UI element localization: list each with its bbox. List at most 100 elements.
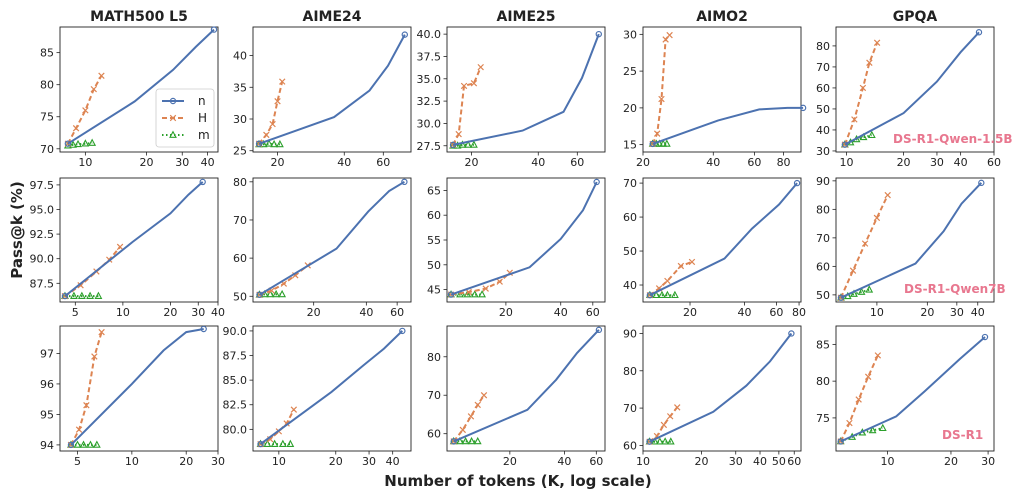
data-point [473, 436, 482, 445]
data-point [873, 214, 881, 222]
data-point [286, 439, 295, 447]
data-point [859, 84, 867, 92]
y-tick-label: 80 [427, 351, 441, 364]
data-point [79, 440, 88, 448]
x-tick-label: 20 [465, 156, 479, 169]
data-point [74, 139, 82, 148]
data-point [199, 178, 206, 186]
data-point [169, 114, 177, 122]
column-title: AIME25 [496, 9, 555, 25]
x-tick-label: 20 [503, 455, 517, 468]
panel-frame [642, 325, 802, 452]
legend-box [155, 88, 215, 148]
x-tick-label: 10 [636, 455, 650, 468]
x-tick-label: 80 [777, 156, 791, 169]
legend-label: m [198, 128, 210, 142]
x-tick-label: 30 [981, 455, 995, 468]
y-tick-label: 70 [623, 402, 637, 415]
y-tick-label: 50 [816, 103, 830, 116]
y-tick-label: 96 [40, 378, 54, 391]
data-point [92, 440, 101, 448]
data-point [116, 243, 124, 251]
data-point [478, 290, 486, 298]
panel: 20 40 60 80 40 50 60 70 [623, 177, 806, 319]
x-tick-label: 60 [390, 306, 404, 319]
panel-frame [252, 26, 412, 153]
data-point [666, 437, 675, 445]
data-point [851, 116, 858, 123]
series-markers-n [257, 327, 406, 448]
x-tick-label: 10 [78, 156, 92, 169]
y-tick-label: 60 [233, 252, 247, 265]
column-title: MATH500 L5 [90, 9, 188, 25]
series-markers-n [450, 326, 603, 445]
x-tick-label: 80 [792, 306, 806, 319]
y-tick-label: 80 [816, 40, 830, 53]
data-point [655, 139, 664, 147]
data-point [653, 130, 661, 137]
x-tick-label: 20 [944, 455, 958, 468]
x-tick-label: 30 [211, 455, 225, 468]
data-point [841, 141, 849, 148]
series-line-n [840, 182, 983, 299]
x-tick-label: 10 [272, 455, 286, 468]
y-tick-label: 80 [623, 365, 637, 378]
panel-frame [835, 177, 995, 303]
x-tick-label: 30 [950, 306, 964, 319]
series-markers-H [841, 39, 881, 148]
series-line-H [258, 81, 284, 145]
panel-frame [835, 325, 995, 452]
series-markers-n [255, 31, 408, 147]
y-tick-label: 80 [233, 176, 247, 189]
y-tick-label: 92.5 [30, 228, 55, 241]
data-point [661, 437, 670, 445]
data-point [666, 31, 673, 39]
data-point [595, 326, 603, 334]
y-tick-label: 80.0 [223, 423, 248, 436]
x-tick-label: 20 [897, 156, 911, 169]
series-markers-n [61, 178, 206, 300]
panel-frame [59, 177, 219, 303]
panel-frame [446, 177, 606, 303]
panel: 20 40 60 50 60 70 80 [233, 176, 412, 319]
panel-frame [642, 26, 802, 153]
data-point [593, 178, 600, 186]
y-tick-label: 95.0 [30, 203, 55, 216]
series-line-n [67, 28, 215, 145]
data-point [210, 26, 218, 33]
y-tick-label: 70 [623, 177, 637, 190]
x-tick-label: 20 [683, 306, 697, 319]
y-tick-label: 40 [816, 124, 830, 137]
column-titles: MATH500 L5 AIME24 AIME25 AIMO2 GPQA [90, 9, 937, 25]
series-line-n [64, 181, 204, 297]
data-point [461, 436, 470, 445]
panel: 5 10 20 30 40 87.5 90.0 92.5 95.0 97.5 [30, 177, 225, 319]
data-point [664, 277, 671, 285]
data-point [263, 439, 272, 447]
data-point [169, 97, 177, 105]
data-point [859, 132, 868, 141]
data-point [878, 423, 887, 432]
data-point [480, 392, 488, 399]
column-title: AIME24 [302, 9, 361, 25]
y-tick-label: 30 [623, 28, 637, 41]
x-tick-label: 60 [376, 156, 390, 169]
data-point [169, 130, 177, 138]
y-tick-label: 87.5 [30, 277, 55, 290]
y-tick-label: 97 [40, 347, 54, 360]
x-tick-label: 30 [362, 455, 376, 468]
row-label: DS-R1 [942, 428, 983, 442]
data-point [867, 130, 876, 139]
y-tick-label: 40.0 [417, 28, 442, 41]
x-tick-label: 40 [738, 306, 752, 319]
x-tick-label: 40 [753, 455, 767, 468]
data-point [279, 78, 286, 85]
panel: 20 40 60 27.5 30.0 32.5 35.0 37.5 40.0 [417, 26, 606, 169]
series-line-H [260, 409, 295, 445]
x-tick-label: 20 [307, 306, 321, 319]
data-point [688, 258, 696, 266]
series-line-H [651, 34, 671, 145]
data-point [67, 441, 75, 449]
data-point [200, 325, 207, 333]
